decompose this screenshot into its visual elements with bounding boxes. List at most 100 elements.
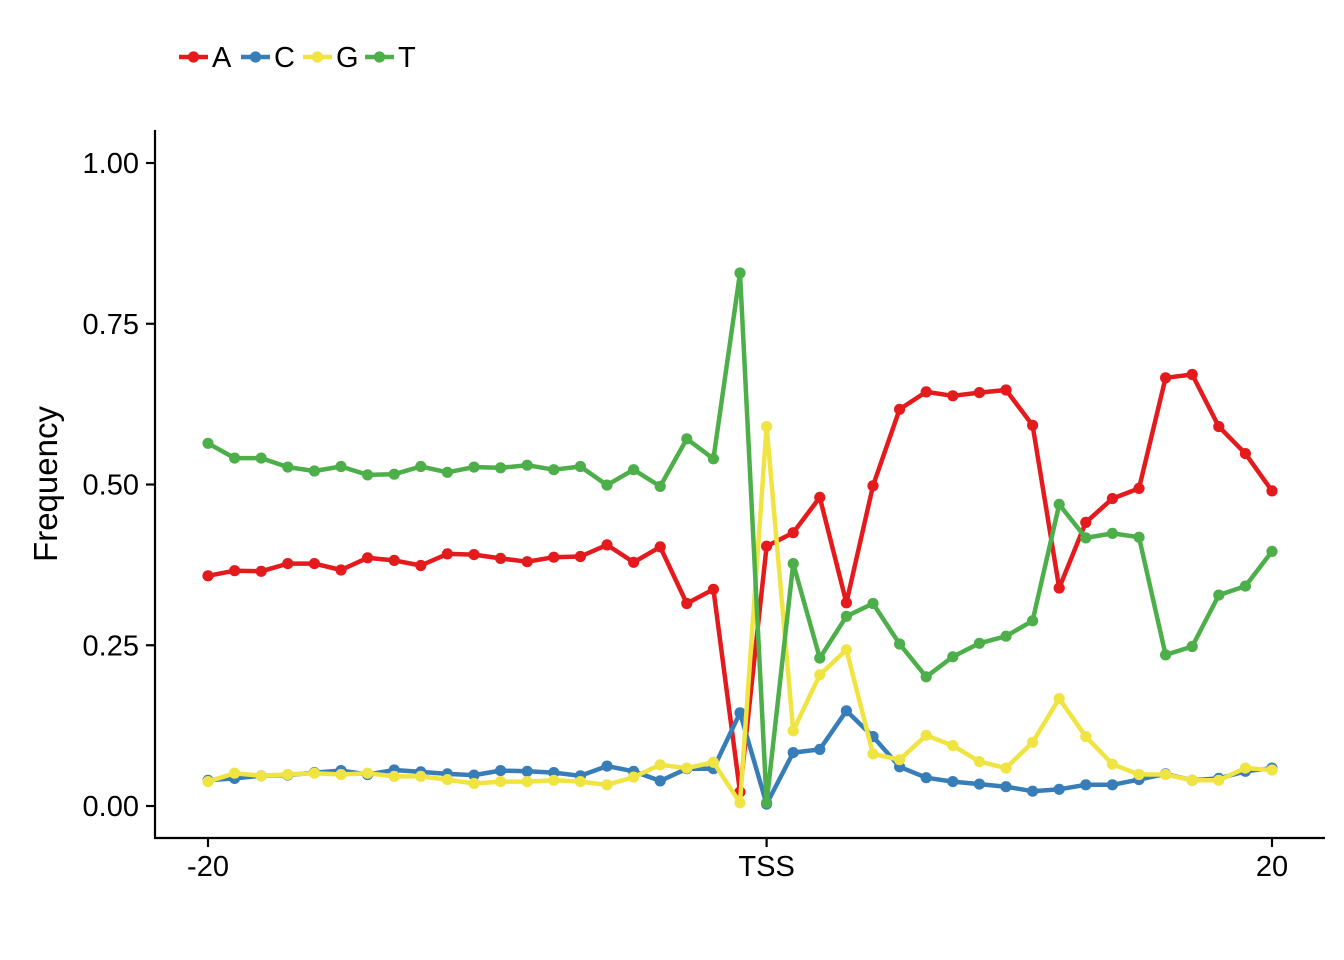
y-tick-label: 0.50 bbox=[83, 470, 139, 502]
data-point-a bbox=[894, 403, 906, 415]
data-point-g bbox=[1266, 764, 1278, 776]
y-ticks: 0.00 0.25 0.50 0.75 1.00 bbox=[83, 148, 155, 823]
data-point-c bbox=[521, 765, 533, 777]
data-point-t bbox=[894, 638, 906, 650]
data-point-t bbox=[1027, 615, 1039, 627]
data-point-c bbox=[947, 776, 959, 788]
data-point-t bbox=[335, 460, 347, 473]
data-point-c bbox=[1106, 779, 1118, 791]
data-point-a bbox=[840, 597, 853, 609]
data-point-c bbox=[920, 772, 932, 784]
data-point-t bbox=[255, 452, 267, 464]
data-point-c bbox=[973, 778, 986, 790]
x-tick-label: -20 bbox=[187, 851, 229, 883]
legend-key-point bbox=[311, 51, 324, 63]
data-point-a bbox=[202, 570, 214, 582]
data-point-g bbox=[1239, 762, 1251, 774]
data-point-a bbox=[388, 554, 400, 567]
data-point-t bbox=[628, 464, 640, 476]
data-point-g bbox=[202, 776, 214, 788]
data-point-a bbox=[335, 564, 347, 576]
data-point-g bbox=[362, 767, 374, 779]
data-point-g bbox=[574, 776, 587, 788]
data-point-t bbox=[707, 453, 720, 465]
data-point-c bbox=[654, 775, 666, 787]
data-point-t bbox=[282, 461, 294, 473]
data-point-g bbox=[388, 770, 400, 783]
data-point-c bbox=[601, 760, 613, 772]
series-g bbox=[202, 421, 1278, 809]
data-point-a bbox=[574, 550, 587, 563]
legend-key-point bbox=[373, 51, 386, 63]
legend-item-t: T bbox=[365, 42, 416, 74]
data-point-g bbox=[495, 776, 507, 788]
data-point-t bbox=[548, 464, 560, 476]
legend-item-c: C bbox=[241, 42, 295, 74]
data-point-g bbox=[229, 767, 241, 779]
data-point-c bbox=[468, 769, 480, 781]
data-point-t bbox=[787, 558, 799, 570]
data-point-a bbox=[362, 552, 374, 564]
data-point-g bbox=[947, 740, 959, 752]
data-point-g bbox=[681, 762, 693, 774]
data-point-a bbox=[495, 552, 507, 565]
data-point-t bbox=[574, 460, 587, 473]
y-tick-label: 0.25 bbox=[83, 630, 139, 662]
data-point-a bbox=[1266, 485, 1278, 497]
y-tick-label: 0.75 bbox=[83, 309, 139, 341]
data-point-g bbox=[308, 767, 320, 779]
data-point-g bbox=[867, 748, 879, 760]
data-point-a bbox=[468, 549, 480, 561]
data-point-t bbox=[495, 462, 507, 474]
data-point-c bbox=[840, 705, 853, 717]
legend-label: G bbox=[336, 42, 359, 74]
data-point-a bbox=[761, 540, 773, 552]
data-point-g bbox=[734, 797, 746, 809]
series-a bbox=[202, 368, 1278, 798]
data-point-t bbox=[388, 468, 400, 480]
data-point-g bbox=[628, 771, 640, 783]
data-point-g bbox=[1186, 774, 1198, 786]
legend-key-point bbox=[187, 51, 200, 63]
data-point-a bbox=[229, 565, 241, 577]
data-point-g bbox=[601, 779, 613, 791]
legend-key-point bbox=[249, 51, 262, 63]
data-point-t bbox=[1213, 589, 1225, 601]
data-point-a bbox=[1213, 421, 1225, 433]
data-point-c bbox=[1027, 785, 1039, 797]
data-point-c bbox=[1000, 781, 1012, 793]
data-point-t bbox=[601, 479, 613, 491]
data-point-a bbox=[947, 390, 959, 402]
data-point-g bbox=[707, 756, 720, 768]
data-point-t bbox=[229, 452, 241, 464]
data-point-t bbox=[1266, 545, 1278, 558]
data-point-t bbox=[1160, 649, 1172, 661]
data-point-g bbox=[335, 768, 347, 781]
data-point-t bbox=[867, 597, 879, 610]
data-point-t bbox=[1000, 630, 1012, 642]
data-point-a bbox=[1133, 482, 1145, 494]
data-point-a bbox=[1027, 419, 1039, 431]
data-point-g bbox=[282, 768, 294, 781]
data-point-g bbox=[468, 777, 480, 790]
legend-item-a: A bbox=[179, 42, 232, 74]
legend-item-g: G bbox=[303, 42, 359, 74]
data-point-g bbox=[840, 644, 853, 656]
data-point-a bbox=[973, 387, 986, 399]
data-point-a bbox=[548, 551, 560, 563]
x-ticks: -20 TSS 20 bbox=[187, 838, 1288, 883]
data-point-g bbox=[787, 725, 799, 737]
data-point-a bbox=[654, 541, 666, 553]
data-point-g bbox=[654, 759, 666, 771]
data-point-g bbox=[1053, 693, 1065, 705]
data-point-c bbox=[548, 767, 560, 779]
data-point-g bbox=[255, 770, 267, 782]
data-point-t bbox=[441, 466, 453, 478]
series-t bbox=[202, 267, 1278, 809]
data-point-t bbox=[920, 671, 932, 683]
data-point-a bbox=[441, 548, 453, 560]
data-point-t bbox=[814, 652, 826, 664]
data-point-a bbox=[1239, 448, 1251, 460]
